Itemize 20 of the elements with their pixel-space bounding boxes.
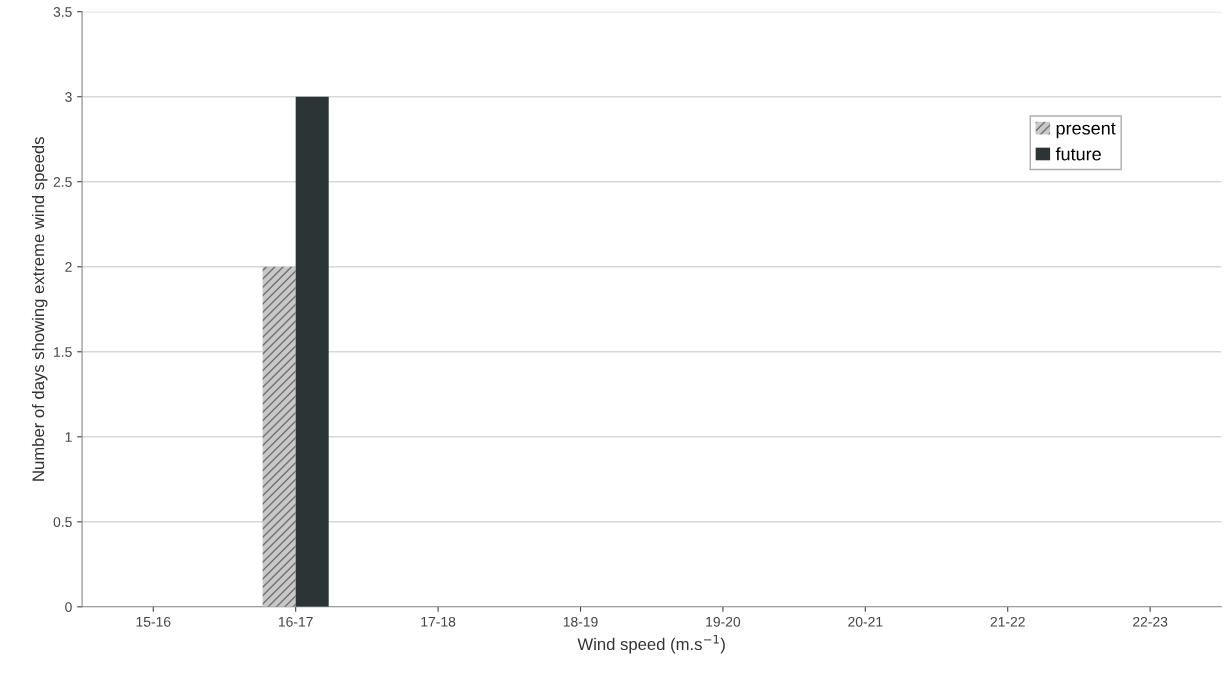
y-tick-label: 3 (65, 92, 72, 102)
y-tick-label: 2.5 (53, 177, 72, 187)
y-tick-label: 1 (65, 432, 72, 442)
x-tick-label: 16-17 (278, 616, 313, 627)
x-tick-label: 19-20 (706, 616, 741, 627)
x-tick-label: 18-19 (563, 616, 598, 627)
y-tick-label: 2 (65, 262, 72, 272)
x-axis-title: Wind speed (m.s$^{−1}$) (577, 635, 725, 654)
y-tick-label: 3.5 (53, 7, 72, 17)
legend-label: present (1056, 122, 1116, 139)
x-tick-label: 22-23 (1133, 616, 1168, 627)
y-tick-label: 1.5 (54, 347, 72, 357)
x-tick-label: 17-18 (421, 616, 456, 627)
x-tick-label: 20-21 (848, 616, 883, 627)
x-tick-label: 15-16 (136, 616, 171, 627)
y-tick-label: 0 (65, 602, 72, 612)
y-axis-title: Number of days showing extreme wind speeds (31, 137, 48, 481)
y-tick-label: 0.5 (53, 517, 72, 527)
x-tick-label: 21-22 (990, 616, 1025, 627)
legend-label: future (1055, 147, 1101, 161)
